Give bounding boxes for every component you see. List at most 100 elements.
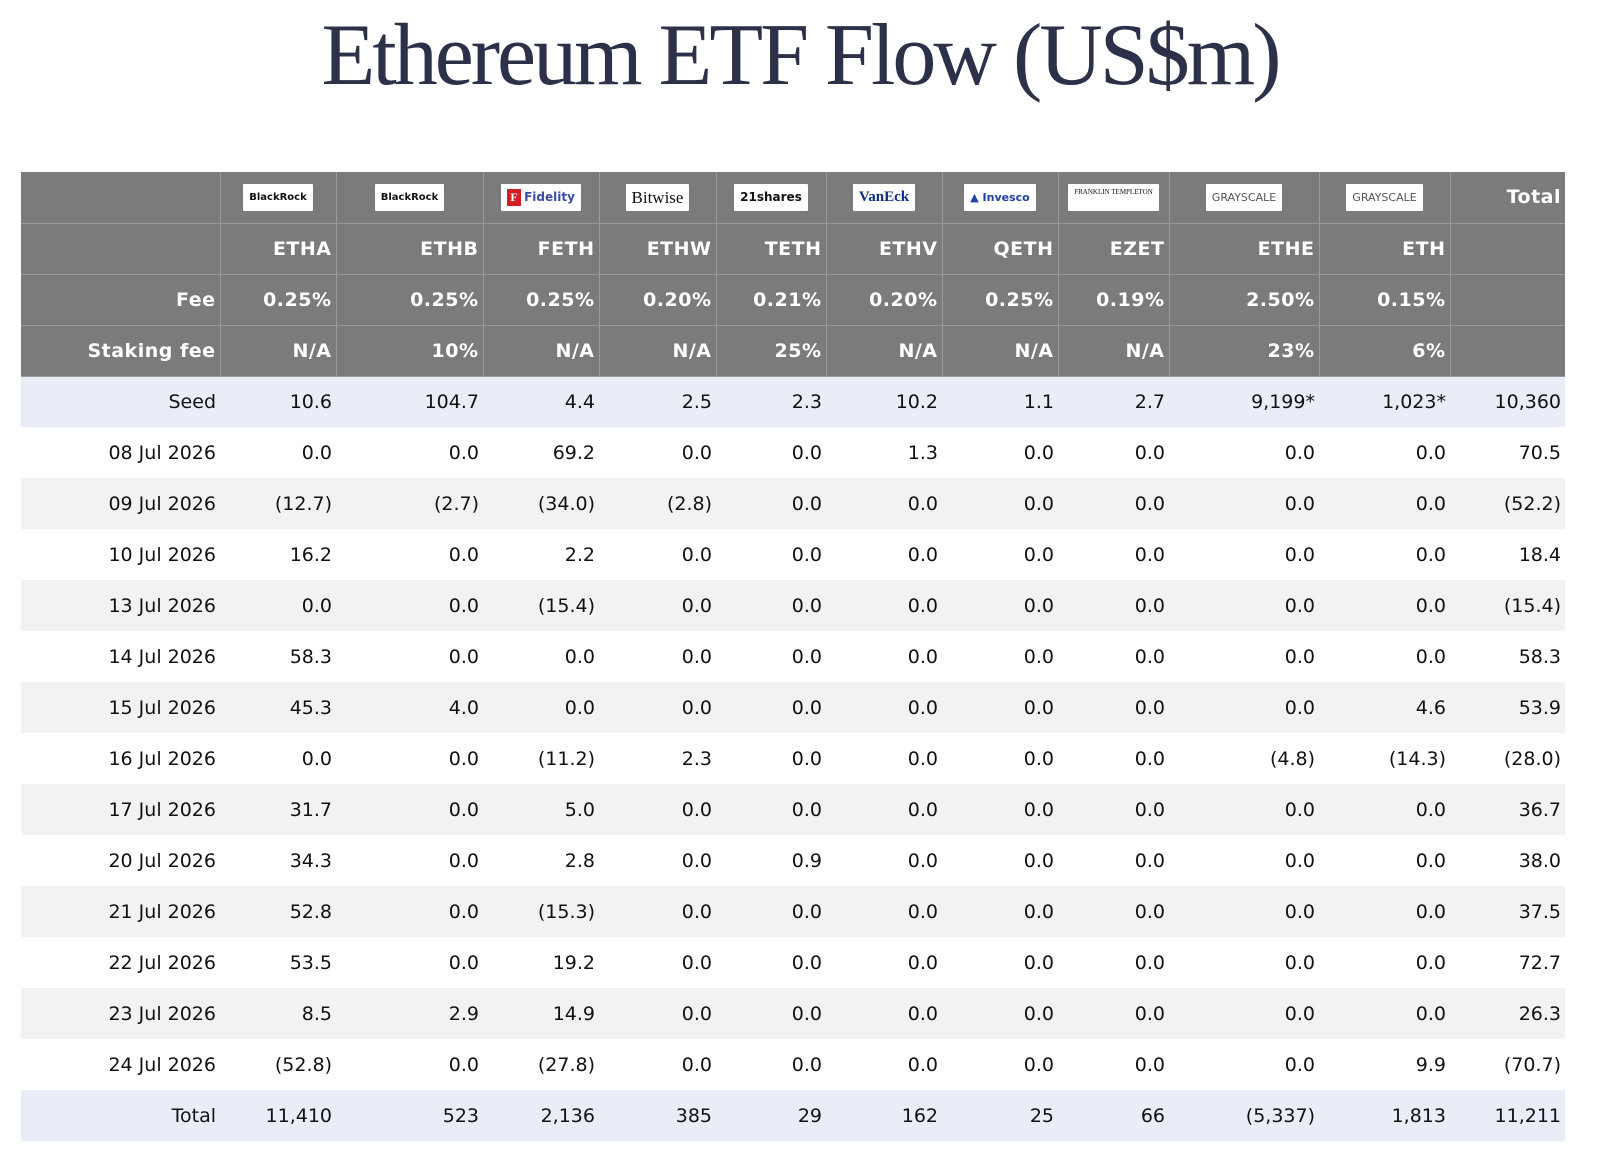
flow-cell: 0.0	[1319, 835, 1450, 886]
flow-cell: 0.0	[826, 886, 942, 937]
staking-total-blank	[1450, 325, 1565, 377]
fee-cell: 0.25%	[942, 274, 1059, 326]
row-total-cell: 58.3	[1450, 631, 1565, 682]
flow-cell: 0.0	[1169, 682, 1319, 733]
flow-cell: 0.0	[942, 631, 1058, 682]
flow-cell: 385	[599, 1090, 716, 1141]
flow-cell: 58.3	[220, 631, 336, 682]
flow-cell: 0.0	[716, 937, 826, 988]
vaneck-logo: VanEck	[852, 183, 916, 211]
flow-cell: 0.0	[1169, 1039, 1319, 1090]
flow-cell: 0.0	[942, 733, 1058, 784]
flow-cell: 0.0	[826, 580, 942, 631]
flow-cell: 0.0	[336, 427, 483, 478]
table-row: 20 Jul 2026 34.3 0.0 2.8 0.0 0.9 0.0 0.0 0.0 0.0 0…	[21, 835, 1565, 886]
flow-cell: 0.0	[1058, 835, 1169, 886]
staking-fee-cell: N/A	[483, 325, 600, 377]
flow-cell: 0.0	[826, 733, 942, 784]
row-total-cell: (70.7)	[1450, 1039, 1565, 1090]
table-row: 14 Jul 2026 58.3 0.0 0.0 0.0 0.0 0.0 0.0 0.0 0.0 0…	[21, 631, 1565, 682]
flow-cell: 8.5	[220, 988, 336, 1039]
flow-cell: 0.0	[942, 988, 1058, 1039]
flow-cell: 0.0	[1058, 784, 1169, 835]
flow-cell: 0.0	[942, 886, 1058, 937]
flow-cell: 0.0	[1319, 988, 1450, 1039]
flow-cell: 66	[1058, 1090, 1169, 1141]
flow-cell: 0.0	[1058, 988, 1169, 1039]
flow-cell: 0.0	[336, 886, 483, 937]
ticker-label-cell	[21, 223, 221, 275]
flow-cell: 69.2	[483, 427, 599, 478]
flow-cell: 0.0	[826, 478, 942, 529]
flow-cell: 523	[336, 1090, 483, 1141]
flow-cell: 0.0	[599, 580, 716, 631]
flow-cell: 0.0	[1058, 886, 1169, 937]
fee-cell: 0.25%	[483, 274, 600, 326]
ticker-cell: EZET	[1058, 223, 1170, 275]
flow-cell: 0.0	[1169, 835, 1319, 886]
staking-fee-cell: N/A	[220, 325, 337, 377]
flow-cell: 0.0	[599, 427, 716, 478]
header-fee-row: Fee 0.25% 0.25% 0.25% 0.20% 0.21% 0.20% 0.25% 0.…	[21, 274, 1565, 326]
flow-cell: 0.0	[1058, 427, 1169, 478]
flow-cell: 0.0	[942, 937, 1058, 988]
ticker-total-blank	[1450, 223, 1565, 275]
flow-cell: 4.0	[336, 682, 483, 733]
staking-fee-cell: 23%	[1169, 325, 1320, 377]
flow-cell: 0.0	[942, 478, 1058, 529]
ticker-cell: ETHA	[220, 223, 337, 275]
flow-cell: 9,199*	[1169, 376, 1319, 427]
flow-cell: 16.2	[220, 529, 336, 580]
flow-cell: 0.0	[1169, 529, 1319, 580]
flow-cell: 0.0	[1319, 427, 1450, 478]
row-total-cell: 53.9	[1450, 682, 1565, 733]
flow-cell: 0.0	[942, 1039, 1058, 1090]
staking-fee-cell: N/A	[1058, 325, 1170, 377]
flow-cell: 31.7	[220, 784, 336, 835]
row-total-cell: 18.4	[1450, 529, 1565, 580]
flow-cell: 2,136	[483, 1090, 599, 1141]
flow-cell: 2.8	[483, 835, 599, 886]
ticker-cell: ETHW	[599, 223, 717, 275]
header-corner-cell	[21, 172, 221, 224]
flow-cell: (12.7)	[220, 478, 336, 529]
header-total: Total	[1450, 172, 1565, 224]
flow-cell: (27.8)	[483, 1039, 599, 1090]
logo-text: GRAYSCALE	[1211, 190, 1277, 204]
flow-cell: 0.0	[1169, 988, 1319, 1039]
row-total-cell: 36.7	[1450, 784, 1565, 835]
flow-cell: 0.0	[599, 937, 716, 988]
flow-cell: 19.2	[483, 937, 599, 988]
flow-cell: 0.0	[1058, 478, 1169, 529]
flow-cell: 0.0	[716, 580, 826, 631]
flow-cell: 0.0	[942, 529, 1058, 580]
invesco-logo: ▲ Invesco	[964, 183, 1036, 211]
row-total-cell: 26.3	[1450, 988, 1565, 1039]
fee-cell: 0.15%	[1319, 274, 1451, 326]
flow-cell: 2.5	[599, 376, 716, 427]
header-logo-cell: BlackRock	[336, 172, 484, 224]
table-row: 10 Jul 2026 16.2 0.0 2.2 0.0 0.0 0.0 0.0 0.0 0.0 0…	[21, 529, 1565, 580]
flow-cell: (52.8)	[220, 1039, 336, 1090]
flow-cell: 53.5	[220, 937, 336, 988]
ticker-cell: QETH	[942, 223, 1059, 275]
row-label: 21 Jul 2026	[21, 886, 220, 937]
flow-cell: 0.0	[1058, 1039, 1169, 1090]
grayscale-logo: GRAYSCALE	[1205, 183, 1283, 211]
flow-cell: 0.0	[1169, 886, 1319, 937]
flow-cell: 1.1	[942, 376, 1058, 427]
fee-cell: 0.19%	[1058, 274, 1170, 326]
row-label: Seed	[21, 376, 220, 427]
flow-cell: 0.0	[716, 733, 826, 784]
etf-flow-table: BlackRock BlackRock F Fidelity Bitwise 21shar…	[21, 172, 1565, 1141]
flow-cell: 0.0	[1169, 937, 1319, 988]
flow-cell: 0.0	[336, 784, 483, 835]
header-logo-cell: VanEck	[826, 172, 943, 224]
flow-cell: 34.3	[220, 835, 336, 886]
flow-cell: 0.0	[826, 631, 942, 682]
row-label: 17 Jul 2026	[21, 784, 220, 835]
flow-cell: 9.9	[1319, 1039, 1450, 1090]
flow-cell: 0.9	[716, 835, 826, 886]
flow-cell: 0.0	[1169, 427, 1319, 478]
flow-cell: 14.9	[483, 988, 599, 1039]
